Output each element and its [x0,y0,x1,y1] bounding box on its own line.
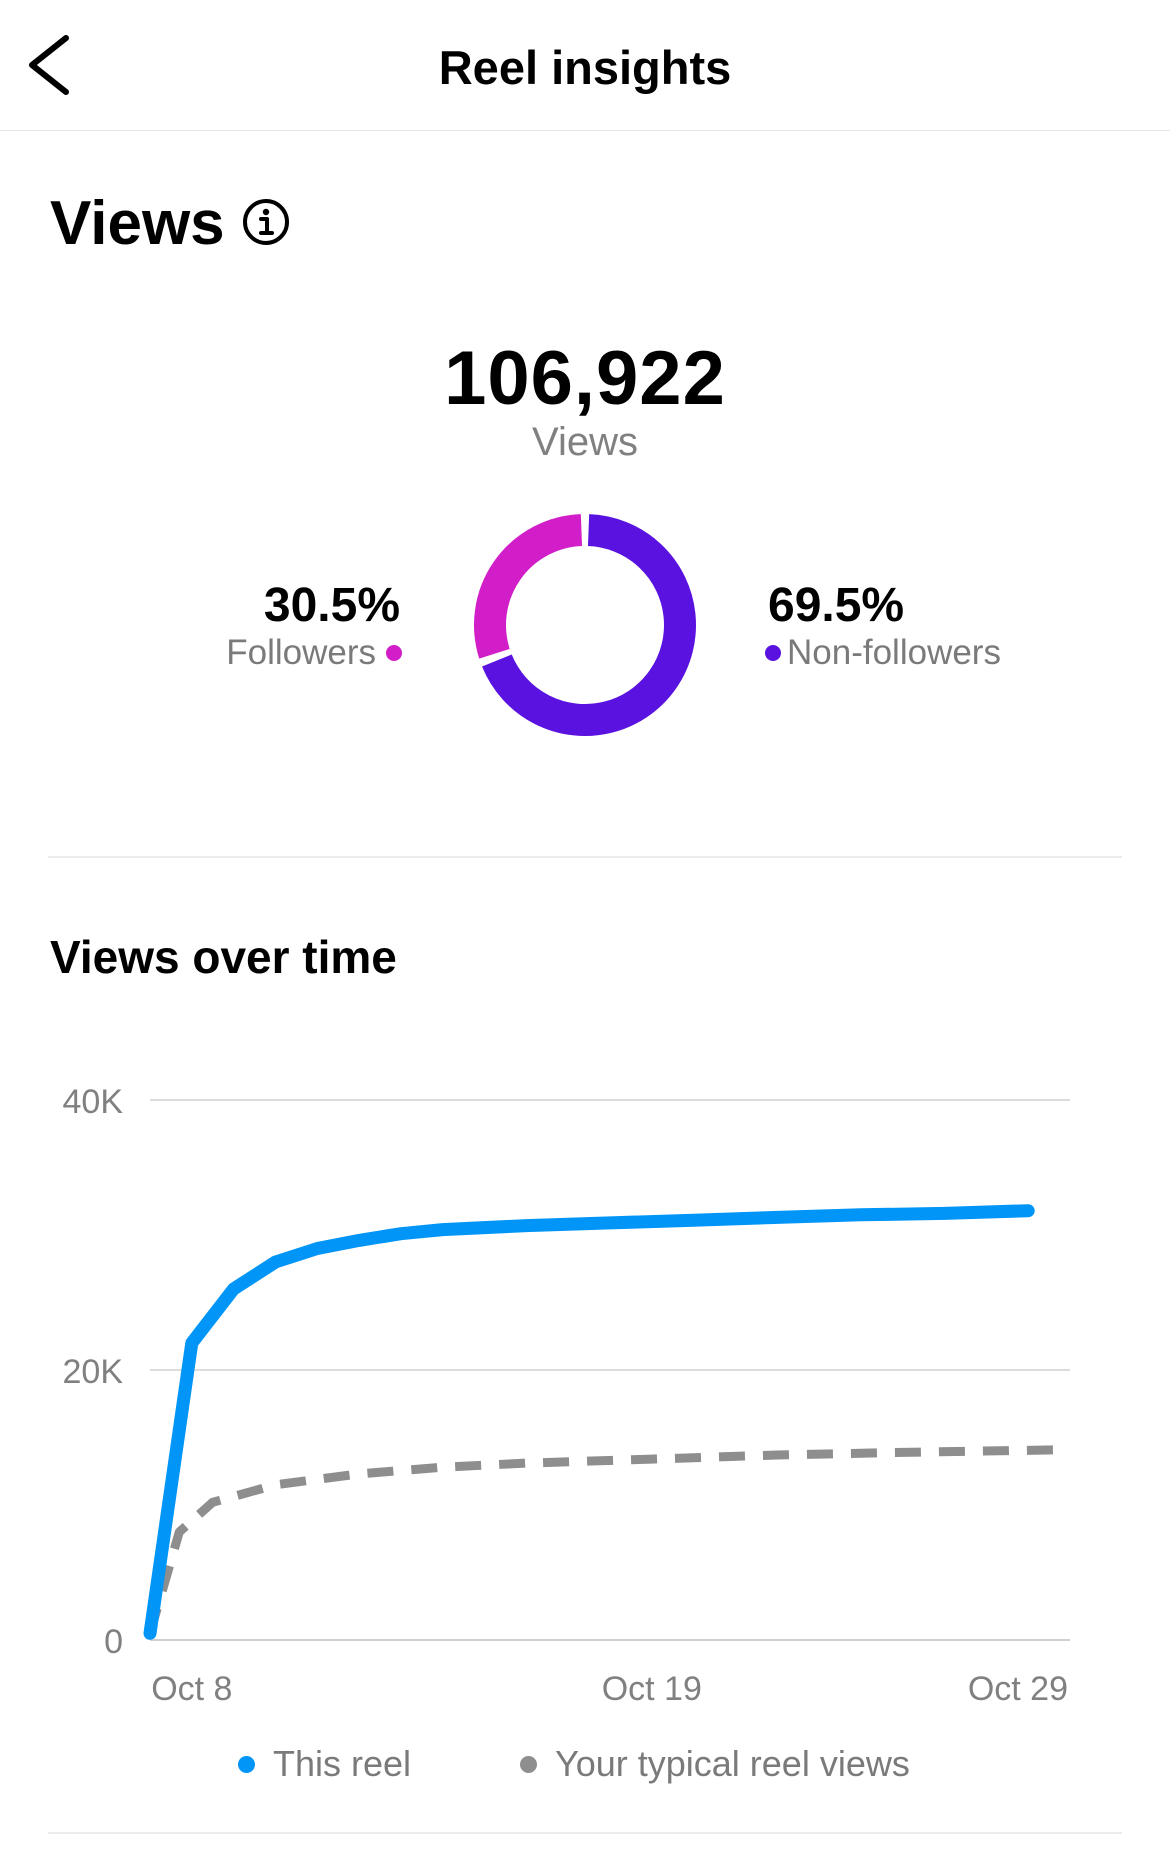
back-button[interactable] [22,30,72,100]
followers-label: Followers [226,633,376,672]
top-nav-bar: Reel insights [0,0,1170,131]
non-followers-percent: 69.5% [768,579,905,632]
chart-section-title: Views over time [50,931,397,983]
x-tick-label: Oct 29 [968,1670,1068,1708]
legend-label-typical-views: Your typical reel views [555,1743,910,1784]
page-title: Reel insights [438,41,732,94]
y-tick-label: 20K [63,1353,124,1391]
followers-arc [474,514,583,659]
chevron-left-icon [29,35,69,95]
followers-dot [386,645,402,661]
bottom-divider [48,1832,1122,1834]
x-tick-label: Oct 19 [602,1670,702,1708]
non-followers-legend: Non-followers [765,633,1001,673]
x-tick-label: Oct 8 [151,1670,232,1708]
views-section-title: Views [50,189,225,258]
y-tick-label: 0 [104,1623,123,1661]
non-followers-label: Non-followers [787,633,1001,672]
legend-label-this-reel: This reel [273,1743,412,1784]
audience-donut-chart [474,514,696,736]
typical-views-dot [520,1755,537,1773]
info-circle-icon [243,199,289,245]
this-reel-dot [238,1755,255,1773]
non-followers-dot [765,645,781,661]
legend-item-this-reel: This reel [238,1743,411,1785]
legend-item-typical-views: Your typical reel views [520,1743,910,1785]
followers-legend: Followers [226,633,402,673]
non-followers-arc [482,514,696,736]
typical-views-line [145,1445,1071,1635]
followers-percent: 30.5% [263,579,400,632]
total-views-value: 106,922 [444,336,726,421]
total-views-label: Views [532,420,638,464]
info-button[interactable] [240,196,292,248]
this-reel-line [143,1204,1035,1640]
views-over-time-chart: 0 20K 40K Oct 8 Oct 19 Oct 29 [63,1083,1071,1708]
y-tick-label: 40K [63,1083,124,1121]
section-divider [48,856,1122,858]
